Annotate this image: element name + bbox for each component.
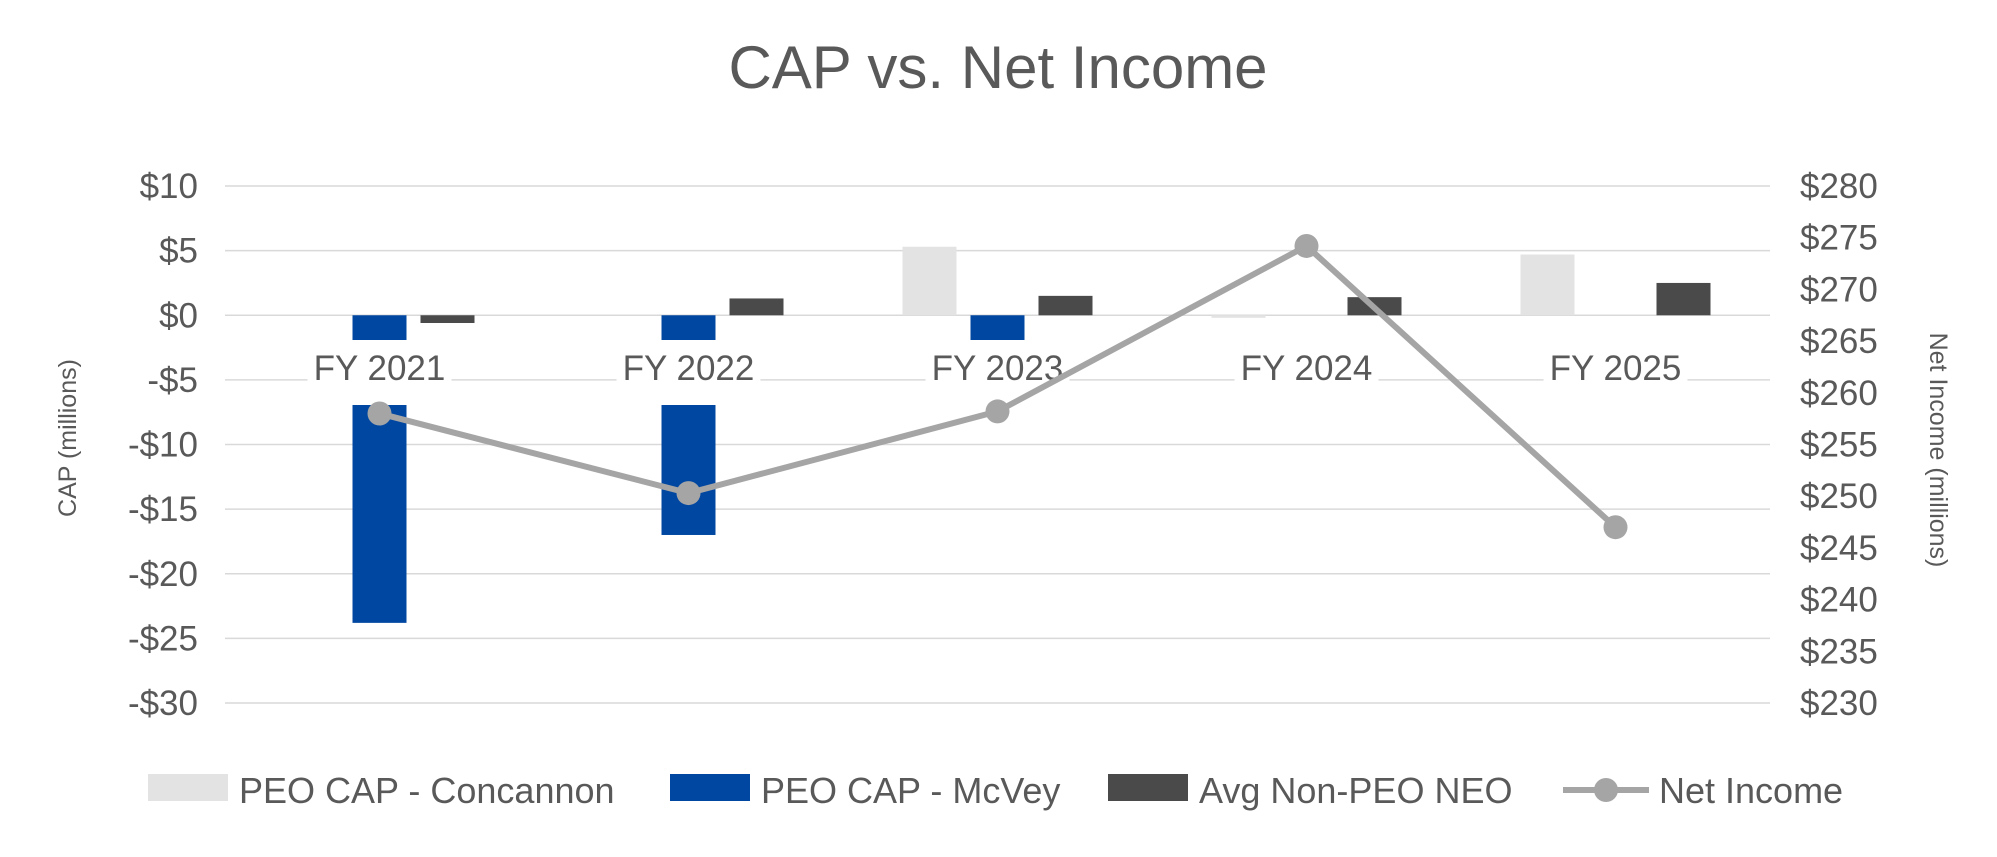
y-axis-right-label: Net Income (millions) [1924,333,1952,568]
y-left-tick-label: $5 [159,232,198,271]
y-right-tick-label: $245 [1800,529,1878,568]
legend: PEO CAP - Concannon PEO CAP - McVey Avg No… [148,770,1843,811]
bar-peo-cap-concannon-fy-2025 [1520,254,1575,316]
bar-avg-non-peo-neo-fy-2025 [1656,282,1711,316]
legend-swatch-avg-non-peo-neo [1108,774,1188,801]
bar-avg-non-peo-neo-fy-2021 [420,315,475,324]
legend-swatch-peo-cap-mcvey [670,774,750,801]
y-right-tick-label: $280 [1800,167,1878,206]
y-right-tick-label: $230 [1800,684,1878,723]
legend-label-peo-cap-concannon: PEO CAP - Concannon [239,770,615,811]
category-label-fy-2023: FY 2023 [932,349,1064,388]
legend-swatch-marker [1594,778,1618,802]
point-net-income-fy-2024 [1294,233,1319,258]
category-label-bg [616,340,761,405]
y-left-tick-label: -$5 [147,361,198,400]
y-right-tick-label: $255 [1800,426,1878,465]
bar-avg-non-peo-neo-fy-2022 [729,298,784,316]
legend-label-net-income: Net Income [1659,770,1843,811]
bar-peo-cap-concannon-fy-2023 [902,246,957,316]
y-left-tick-label: $0 [159,296,198,335]
category-label-fy-2021: FY 2021 [314,349,446,388]
legend-swatch-peo-cap-concannon [148,774,228,801]
y-right-tick-label: $235 [1800,632,1878,671]
point-net-income-fy-2021 [367,401,392,426]
y-right-tick-label: $270 [1800,270,1878,309]
category-label-fy-2024: FY 2024 [1241,349,1373,388]
y-left-tick-label: -$10 [128,426,198,465]
y-right-tick-label: $260 [1800,374,1878,413]
legend-label-avg-non-peo-neo: Avg Non-PEO NEO [1199,770,1512,811]
bar-peo-cap-concannon-fy-2024 [1211,315,1266,318]
category-label-bg [925,340,1070,405]
point-net-income-fy-2022 [676,481,701,506]
y-left-tick-label: -$25 [128,619,198,658]
category-label-bg [307,340,452,405]
net-income-line [367,233,1628,540]
gridlines [225,185,1770,704]
category-labels: FY 2021 FY 2022 FY 2023 FY 2024 FY 2025 [307,340,1688,405]
chart-title: CAP vs. Net Income [728,34,1267,101]
y-right-tick-label: $265 [1800,322,1878,361]
bar-avg-non-peo-neo-fy-2023 [1038,295,1093,316]
category-label-bg [1234,340,1379,405]
y-left-tick-label: -$15 [128,490,198,529]
y-right-tick-label: $275 [1800,219,1878,258]
legend-label-peo-cap-mcvey: PEO CAP - McVey [761,770,1060,811]
y-left-tick-label: -$20 [128,555,198,594]
point-net-income-fy-2025 [1603,515,1628,540]
y-right-tick-label: $240 [1800,581,1878,620]
bars [352,246,1711,623]
y-axis-left-label: CAP (millions) [54,359,82,517]
y-left-tick-label: $10 [140,167,198,206]
y-right-tick-label: $250 [1800,477,1878,516]
axis-ticks: $10 $5 $0 -$5 -$10 -$15 -$20 -$25 -$30 $280 $275 $2… [128,167,1878,723]
category-label-bg [1543,340,1688,405]
point-net-income-fy-2023 [985,399,1010,424]
y-left-tick-label: -$30 [128,684,198,723]
category-label-fy-2022: FY 2022 [623,349,755,388]
category-label-fy-2025: FY 2025 [1550,349,1682,388]
